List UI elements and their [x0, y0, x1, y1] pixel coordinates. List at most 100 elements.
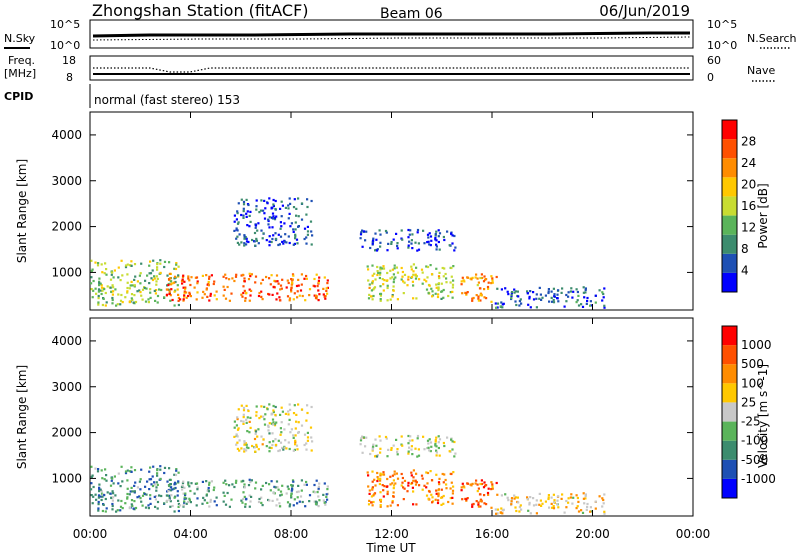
range-gate-cell — [167, 489, 170, 493]
range-gate-cell — [145, 493, 148, 496]
range-gate-cell — [271, 418, 275, 421]
range-gate-cell — [132, 301, 135, 304]
range-gate-cell — [389, 475, 392, 478]
range-gate-cell — [246, 430, 249, 433]
range-gate-cell — [471, 505, 474, 508]
range-gate-cell — [112, 482, 115, 485]
range-gate-cell — [423, 484, 426, 487]
range-gate-cell — [184, 286, 187, 289]
range-gate-cell — [184, 493, 187, 496]
range-gate-cell — [110, 496, 113, 499]
range-gate-cell — [259, 209, 263, 212]
range-gate-cell — [126, 479, 129, 482]
range-gate-cell — [260, 295, 263, 298]
range-gate-cell — [248, 494, 251, 497]
range-gate-cell — [529, 290, 532, 293]
range-gate-cell — [396, 450, 399, 453]
range-gate-cell — [460, 283, 463, 286]
range-gate-cell — [171, 298, 174, 302]
range-gate-cell — [273, 217, 277, 220]
range-gate-cell — [263, 423, 267, 426]
range-gate-cell — [173, 290, 176, 293]
range-gate-cell — [412, 270, 415, 273]
range-gate-cell — [362, 436, 366, 439]
range-gate-cell — [238, 233, 241, 236]
range-gate-cell — [603, 306, 606, 309]
cpid-label: CPID — [4, 90, 33, 103]
range-gate-cell — [360, 231, 363, 234]
range-gate-cell — [273, 485, 276, 488]
range-gate-cell — [496, 508, 500, 511]
range-gate-cell — [155, 495, 158, 498]
range-gate-cell — [91, 268, 94, 271]
range-gate-cell — [451, 296, 454, 299]
range-gate-cell — [205, 480, 208, 483]
range-gate-cell — [396, 504, 399, 507]
range-gate-cell — [168, 261, 171, 264]
range-gate-cell — [477, 299, 480, 302]
range-gate-cell — [247, 278, 251, 281]
colorbar-tick-label: 8 — [741, 242, 749, 256]
range-gate-cell — [317, 495, 320, 498]
range-gate-cell — [279, 235, 283, 238]
range-gate-cell — [437, 229, 440, 232]
range-gate-cell — [516, 290, 519, 293]
range-gate-cell — [580, 509, 583, 512]
range-gate-cell — [561, 287, 564, 290]
range-gate-cell — [395, 438, 398, 441]
time-x-axis: 00:00 04:00 08:00 12:00 16:00 20:00 00:00 — [73, 112, 710, 541]
range-gate-cell — [284, 412, 287, 415]
range-gate-cell — [374, 278, 377, 281]
range-gate-cell — [487, 493, 490, 496]
range-gate-cell — [402, 280, 405, 283]
range-gate-cell — [495, 512, 498, 515]
range-gate-cell — [268, 403, 271, 406]
range-gate-cell — [242, 210, 245, 213]
range-gate-cell — [292, 504, 295, 507]
range-gate-cell — [268, 293, 271, 296]
range-gate-cell — [438, 483, 441, 486]
range-gate-cell — [228, 484, 231, 487]
range-gate-cell — [243, 448, 246, 451]
range-gate-cell — [553, 501, 556, 504]
range-gate-cell — [444, 478, 447, 482]
range-gate-cell — [126, 281, 129, 284]
range-gate-cell — [222, 294, 225, 297]
y-tick-label: 3000 — [51, 174, 82, 188]
range-gate-cell — [379, 505, 382, 508]
colorbar-segment — [722, 383, 737, 403]
range-gate-cell — [101, 289, 104, 292]
range-gate-cell — [133, 484, 136, 487]
range-gate-cell — [323, 482, 326, 485]
range-gate-cell — [544, 500, 547, 503]
range-gate-cell — [487, 281, 490, 284]
range-gate-cell — [129, 264, 132, 267]
range-gate-cell — [412, 273, 415, 276]
range-gate-cell — [540, 298, 543, 301]
range-gate-cell — [133, 500, 136, 503]
range-gate-cell — [313, 483, 316, 487]
range-gate-cell — [379, 439, 382, 442]
range-gate-cell — [255, 405, 258, 408]
range-gate-cell — [324, 297, 327, 300]
range-gate-cell — [234, 275, 238, 278]
range-gate-cell — [308, 494, 312, 497]
x-tick-label: 16:00 — [475, 527, 510, 541]
range-gate-cell — [262, 438, 265, 441]
range-gate-cell — [483, 296, 486, 299]
range-gate-cell — [279, 221, 282, 224]
range-gate-cell — [423, 242, 426, 245]
range-gate-cell — [279, 427, 282, 430]
range-gate-cell — [90, 288, 93, 291]
range-gate-cell — [208, 299, 211, 302]
range-gate-cell — [212, 488, 215, 492]
range-gate-cell — [141, 504, 144, 507]
range-gate-cell — [426, 241, 429, 244]
range-gate-cell — [396, 477, 400, 480]
range-gate-cell — [506, 290, 509, 293]
range-gate-cell — [603, 493, 606, 496]
range-gate-cell — [483, 275, 486, 278]
range-gate-cell — [394, 276, 397, 279]
range-gate-cell — [367, 503, 371, 506]
range-gate-cell — [208, 505, 211, 508]
